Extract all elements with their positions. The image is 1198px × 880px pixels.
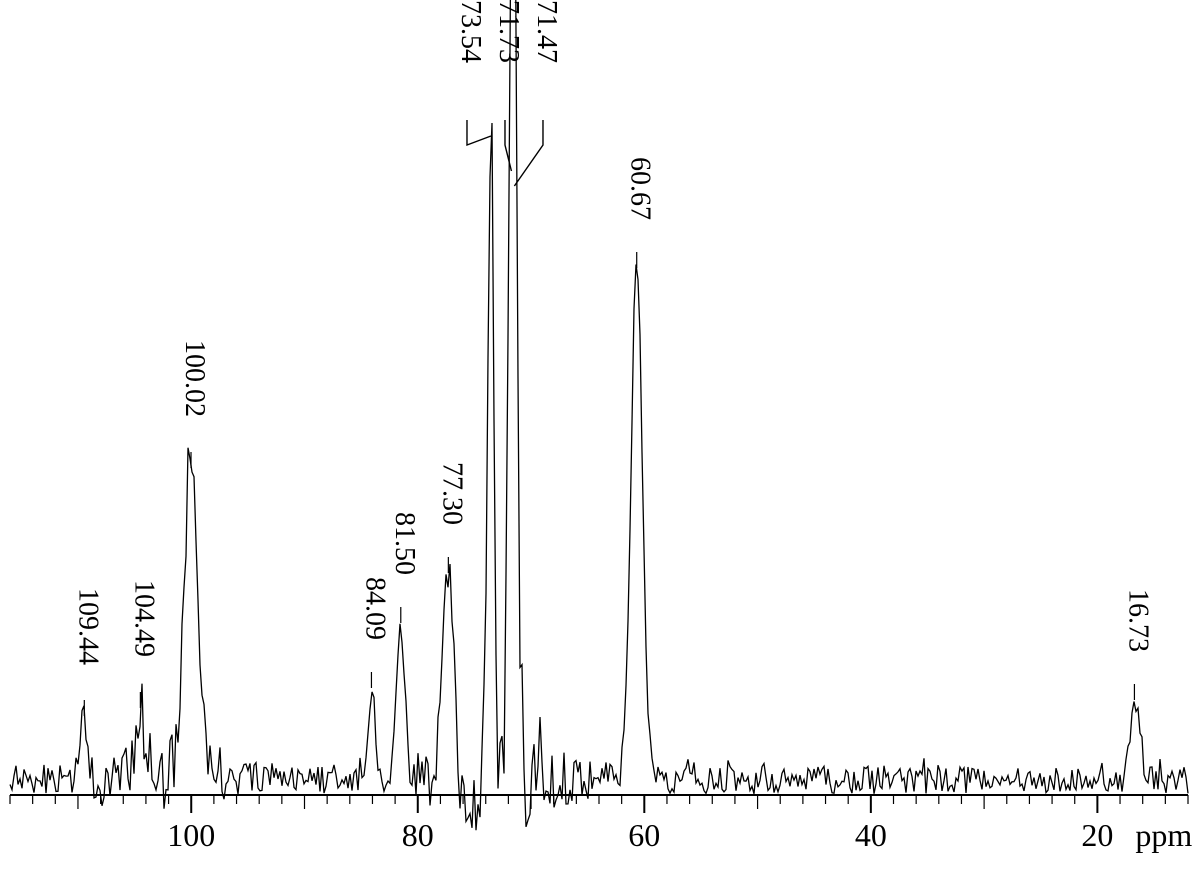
axis-tick-label: 80 bbox=[402, 817, 434, 854]
peak-label: 104.49 bbox=[127, 580, 159, 657]
axis-tick-label: 40 bbox=[855, 817, 887, 854]
peak-label: 16.73 bbox=[1121, 589, 1153, 652]
peak-label: 81.50 bbox=[388, 512, 420, 575]
peak-label: 73.54 bbox=[454, 0, 486, 63]
peak-label: 71.73 bbox=[492, 0, 524, 63]
peak-label: 71.47 bbox=[530, 0, 562, 63]
peak-label: 84.09 bbox=[358, 577, 390, 640]
peak-label: 60.67 bbox=[624, 157, 656, 220]
axis-tick-label: 20 bbox=[1081, 817, 1113, 854]
peak-leader-line bbox=[467, 120, 491, 145]
peak-leader-line bbox=[505, 120, 511, 171]
nmr-chart-container: 100 80 60 40 20 ppm 109.44 104.49 100.02 84.0981.… bbox=[0, 0, 1198, 880]
axis-tick-label: 100 bbox=[167, 817, 215, 854]
axis-tick-label: 60 bbox=[628, 817, 660, 854]
peak-label: 109.44 bbox=[71, 588, 103, 665]
peak-label: 100.02 bbox=[178, 340, 210, 417]
axis-unit-label: ppm bbox=[1135, 817, 1192, 854]
peak-leader-line bbox=[514, 120, 543, 186]
nmr-spectrum-svg bbox=[0, 0, 1198, 880]
peak-label: 77.30 bbox=[435, 462, 467, 525]
